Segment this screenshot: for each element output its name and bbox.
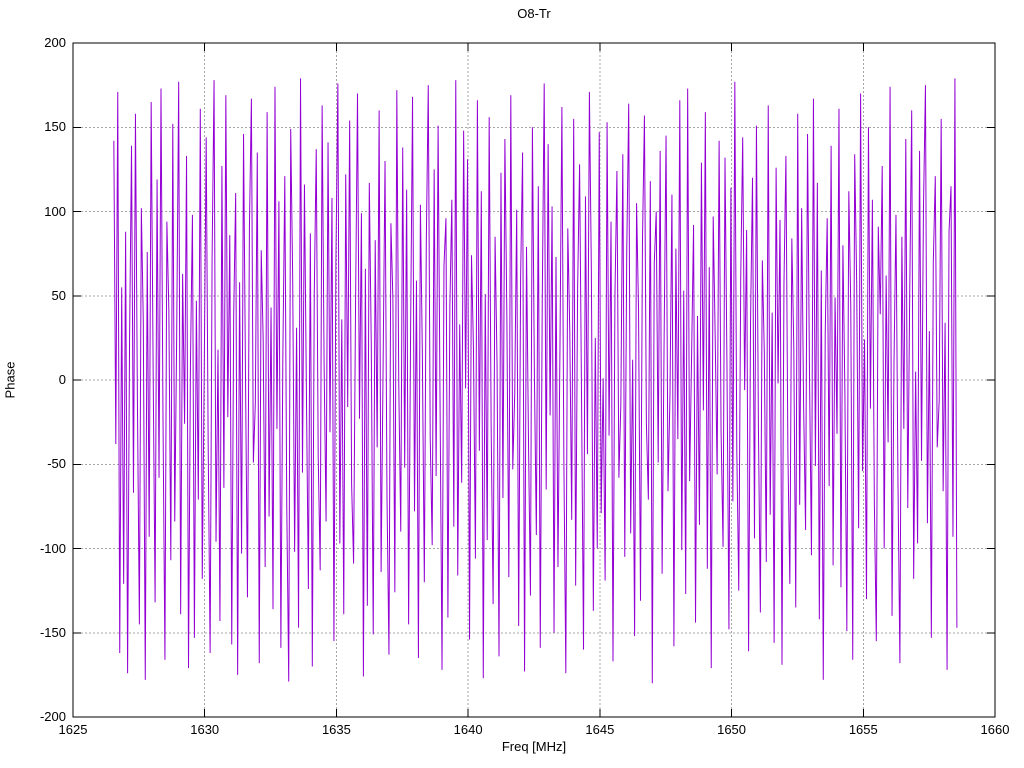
x-tick-label: 1630 [190, 722, 220, 737]
plot-border [72, 42, 996, 718]
x-tick-label: 1640 [453, 722, 483, 737]
y-tick-label: 50 [51, 287, 66, 303]
x-tick-label: 1650 [717, 722, 747, 737]
y-tick-label: 150 [44, 119, 66, 135]
y-tick-label: -150 [39, 624, 66, 640]
chart-title: O8-Tr [517, 6, 551, 21]
y-tick-label: 200 [44, 35, 66, 50]
x-tick-label: 1625 [58, 722, 88, 737]
x-tick-label: 1645 [585, 722, 615, 737]
x-tick-label: 1635 [321, 722, 351, 737]
y-tick-label: 100 [44, 203, 66, 219]
data-series-line [113, 78, 958, 684]
y-tick-label: -50 [47, 456, 66, 472]
x-tick-label: 1655 [848, 722, 878, 737]
y-tick-label: 0 [58, 372, 66, 387]
y-tick-label: -200 [39, 709, 66, 724]
y-tick-label: -100 [39, 540, 66, 556]
x-axis-label: Freq [MHz] [501, 739, 567, 754]
x-tick-label: 1660 [980, 722, 1010, 737]
